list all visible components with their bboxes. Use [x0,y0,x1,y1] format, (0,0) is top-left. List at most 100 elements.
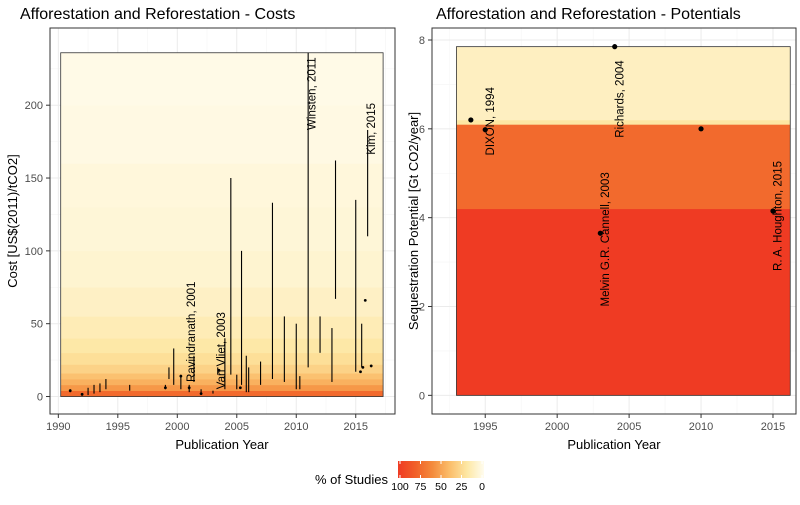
potentials-annotation: DIXON, 1994 [485,86,497,155]
costs-point [359,370,362,374]
y-tick-label: 0 [419,390,425,402]
y-tick-label: 0 [37,392,43,404]
potentials-point [770,208,776,214]
costs-point [179,374,183,378]
potentials-x-ticks: 1995 2000 2005 2010 2015 [473,414,785,433]
x-tick-label: 2000 [165,421,189,433]
legend-label: 75 [415,481,427,493]
x-tick-label: 2015 [343,421,367,433]
costs-panel: Afforestation and Reforestation - Costs … [5,6,396,452]
costs-point [238,386,242,390]
costs-annotation: Van Vliet, 2003 [216,312,228,389]
costs-band [60,52,384,106]
costs-point [369,364,373,368]
potentials-annotations: DIXON, 1994 Melvin G.R. Cannell, 2003 Rich… [485,60,785,307]
costs-annotations: Ravindranath, 2001 Van Vliet, 2003 Winsten… [186,57,378,389]
costs-point [363,298,367,302]
costs-y-axis-title: Cost [US$(2011)/tCO2] [5,154,20,287]
costs-band [60,373,384,380]
costs-point [199,392,203,396]
potentials-point [468,117,474,123]
y-tick-label: 4 [419,213,425,225]
costs-band [60,316,384,339]
potentials-y-axis-title: Sequestration Potential [Gt CO2/year] [406,112,421,330]
costs-point [361,365,365,369]
x-tick-label: 2010 [689,421,713,433]
legend-color-bar [398,461,484,478]
costs-band [60,105,384,164]
potentials-points [468,44,776,236]
costs-band [60,163,384,208]
costs-points [68,298,373,396]
costs-band [60,384,384,391]
costs-annotation: Kim, 2015 [366,103,378,155]
costs-annotation: Ravindranath, 2001 [186,282,198,382]
potentials-band [456,208,791,396]
y-tick-label: 150 [25,173,43,185]
y-tick-label: 8 [419,35,425,47]
legend-title: % of Studies [315,472,388,487]
y-tick-label: 200 [25,100,43,112]
potentials-point [612,44,618,50]
potentials-annotation: Melvin G.R. Cannell, 2003 [600,172,612,306]
x-tick-label: 2000 [545,421,569,433]
legend: % of Studies 100 75 50 25 0 [315,461,485,493]
legend-label: 50 [435,481,447,493]
y-tick-label: 50 [31,319,43,331]
x-tick-label: 1995 [473,421,497,433]
y-tick-label: 6 [419,124,425,136]
x-tick-label: 2005 [225,421,249,433]
costs-x-axis-title: Publication Year [175,437,269,452]
x-tick-label: 1995 [106,421,130,433]
legend-label: 0 [479,481,485,493]
potentials-density-bands [456,46,791,396]
costs-band [60,207,384,252]
costs-chart-title: Afforestation and Reforestation - Costs [20,6,295,23]
costs-ranges [69,52,369,396]
potentials-band [456,119,791,125]
potentials-point [698,126,704,132]
legend-label: 100 [391,481,409,493]
potentials-annotation: R. A. Houghton, 2015 [773,161,785,271]
costs-band [60,390,384,397]
costs-band [60,338,384,354]
potentials-band [456,46,791,121]
costs-band [60,352,384,365]
potentials-band-frame [456,46,791,396]
y-tick-label: 100 [25,246,43,258]
legend-labels: 100 75 50 25 0 [391,481,485,493]
potentials-y-ticks: 0 2 4 6 8 [419,35,432,402]
costs-density-bands [60,52,384,397]
x-tick-label: 2005 [617,421,641,433]
potentials-chart-title: Afforestation and Reforestation - Potent… [436,6,741,23]
x-tick-label: 2010 [284,421,308,433]
potentials-point [482,127,488,133]
potentials-panel-border [431,27,797,415]
x-tick-label: 2015 [761,421,785,433]
costs-band [60,364,384,374]
costs-point [163,386,167,390]
costs-y-ticks: 0 50 100 150 200 [25,100,50,404]
y-tick-label: 2 [419,302,425,314]
x-tick-label: 1990 [46,421,70,433]
costs-point [68,389,72,393]
costs-band [60,287,384,317]
costs-x-ticks: 1990 1995 2000 2005 2010 2015 [46,414,368,433]
costs-annotation: Winsten, 2011 [306,57,318,130]
costs-point [187,386,191,390]
costs-band [60,250,384,288]
costs-point [80,392,84,396]
potentials-x-axis-title: Publication Year [567,437,661,452]
costs-band-frame [60,52,384,397]
costs-point [217,368,221,372]
costs-band [60,379,384,386]
legend-ticks [399,461,483,478]
potentials-point [597,230,603,236]
legend-label: 25 [456,481,468,493]
potentials-band [456,124,791,210]
costs-panel-border [49,27,396,415]
potentials-annotation: Richards, 2004 [614,60,626,138]
potentials-panel: Afforestation and Reforestation - Potent… [406,6,797,452]
